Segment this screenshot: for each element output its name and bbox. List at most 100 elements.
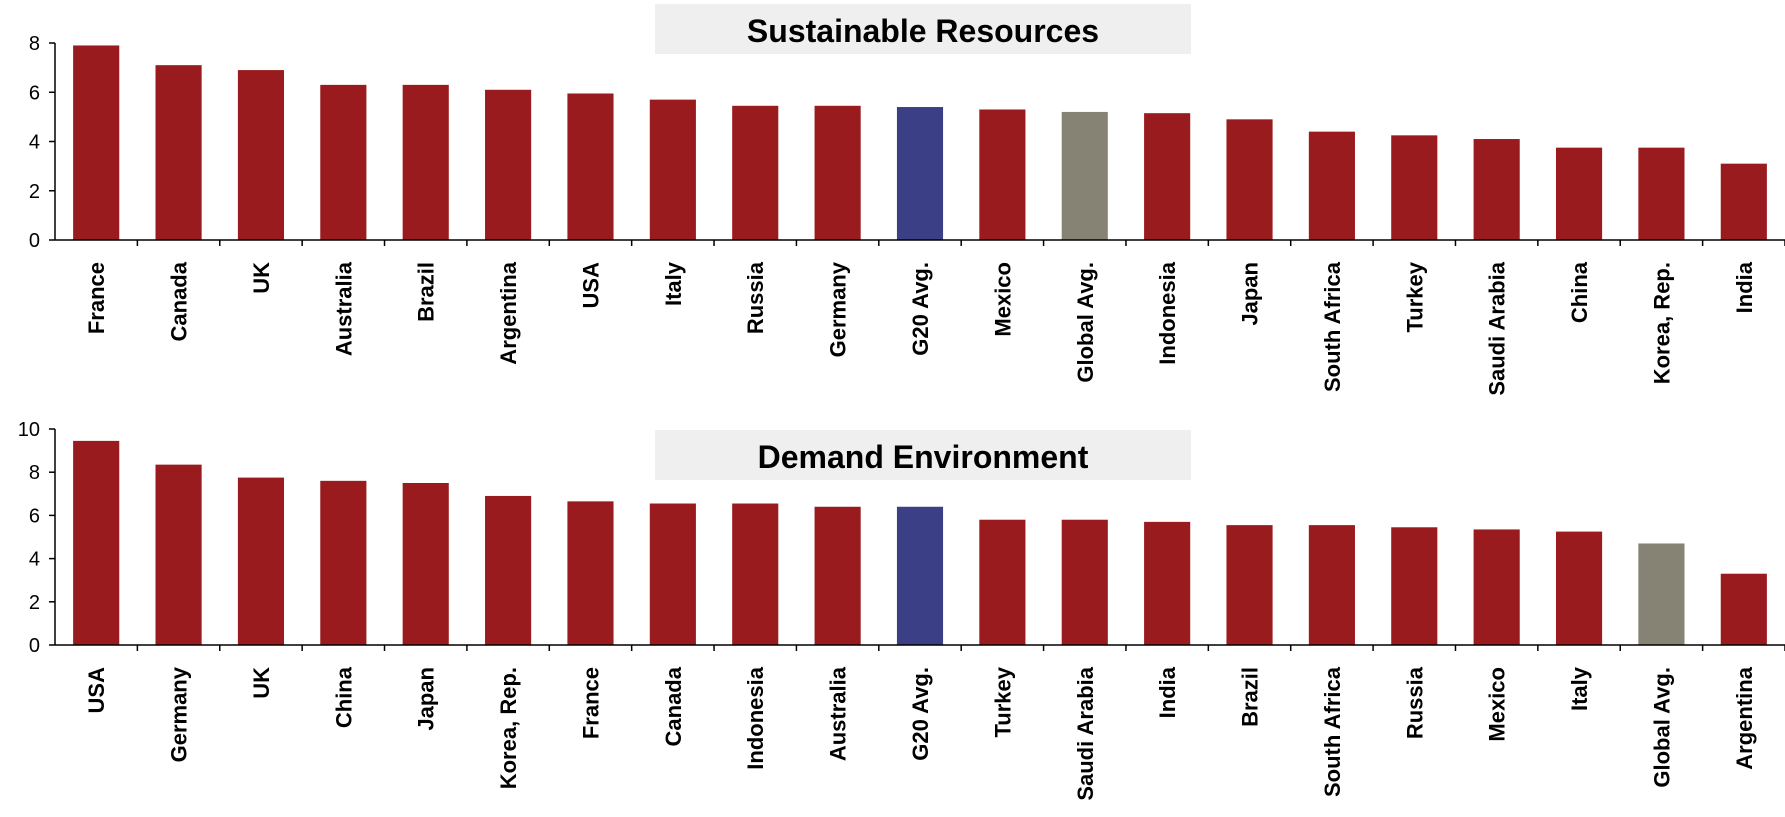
- x-tick-label: Japan: [414, 667, 439, 731]
- x-tick-label: Argentina: [1732, 666, 1757, 769]
- x-tick-label: UK: [249, 262, 274, 294]
- demand-environment-chart: Demand Environment 0 2 4 6 8 10 USA Germany UK Ch…: [18, 419, 1785, 801]
- bar: [1308, 525, 1355, 645]
- plot-area: 0 2 4 6 8 France Canada UK Australia Brazil Argent…: [29, 33, 1785, 396]
- x-tick-label: Korea, Rep.: [1649, 262, 1674, 384]
- y-tick-label: 2: [29, 592, 40, 614]
- bar: [896, 506, 944, 645]
- bar: [1555, 531, 1603, 645]
- x-tick-label: China: [331, 666, 356, 728]
- panel-title-box: [655, 430, 1191, 480]
- bar: [320, 84, 367, 240]
- bar: [649, 99, 696, 240]
- y-tick-label: 2: [29, 181, 40, 203]
- x-tick-label: Global Avg.: [1649, 667, 1674, 788]
- x-tick-label: Saudi Arabia: [1485, 261, 1510, 395]
- bar: [485, 495, 532, 645]
- bar: [320, 480, 367, 645]
- x-tick-label: Japan: [1238, 262, 1263, 326]
- bar: [1391, 527, 1438, 645]
- bar: [732, 105, 779, 240]
- sustainable-resources-chart: Sustainable Resources 0 2 4 6 8 France Canada U…: [29, 4, 1785, 396]
- x-tick-label: UK: [249, 667, 274, 699]
- y-tick-label: 10: [18, 419, 40, 441]
- bar: [567, 501, 614, 645]
- bar: [1720, 573, 1767, 645]
- x-tick-label: Germany: [826, 261, 851, 357]
- bar: [1226, 119, 1273, 240]
- bar: [1473, 139, 1520, 240]
- x-tick-label: Germany: [167, 666, 192, 762]
- bar: [237, 70, 285, 241]
- x-tick-label: Global Avg.: [1073, 262, 1098, 383]
- bar: [1638, 543, 1685, 645]
- bar: [1555, 147, 1603, 240]
- x-tick-label: Mexico: [990, 262, 1015, 337]
- bar: [73, 45, 120, 241]
- bar: [1226, 525, 1273, 645]
- x-tick-label: India: [1155, 666, 1180, 718]
- bar: [1638, 147, 1685, 240]
- x-tick-label: Russia: [1402, 666, 1427, 739]
- bar: [73, 440, 120, 645]
- x-tick-label: Indonesia: [743, 666, 768, 769]
- bar: [1061, 519, 1108, 645]
- panel-title-box: [655, 4, 1191, 54]
- bar: [732, 503, 779, 645]
- bar: [1473, 529, 1520, 645]
- x-tick-label: Canada: [661, 666, 686, 746]
- bar: [1391, 135, 1438, 240]
- bar: [1144, 113, 1191, 240]
- x-tick-label: USA: [84, 667, 109, 714]
- bar: [1308, 131, 1355, 240]
- x-tick-label: France: [84, 262, 109, 334]
- bar: [979, 109, 1026, 240]
- bar: [402, 483, 449, 645]
- panel-title: Demand Environment: [758, 439, 1089, 475]
- x-tick-label: Korea, Rep.: [496, 667, 521, 789]
- x-tick-label: USA: [578, 262, 603, 309]
- x-tick-label: China: [1567, 261, 1592, 323]
- x-tick-label: Italy: [661, 261, 686, 306]
- y-tick-label: 8: [29, 33, 40, 55]
- x-tick-label: G20 Avg.: [908, 262, 933, 356]
- bar: [896, 107, 944, 241]
- x-tick-label: Turkey: [990, 666, 1015, 737]
- x-tick-label: India: [1732, 261, 1757, 313]
- x-tick-label: Russia: [743, 261, 768, 334]
- x-tick-label: Indonesia: [1155, 261, 1180, 364]
- y-tick-label: 8: [29, 462, 40, 484]
- x-tick-label: G20 Avg.: [908, 667, 933, 761]
- bar: [155, 65, 202, 240]
- bar: [814, 105, 861, 240]
- x-tick-label: Brazil: [1238, 667, 1263, 727]
- bar: [649, 503, 696, 645]
- bar: [402, 84, 449, 240]
- panel-title: Sustainable Resources: [747, 13, 1099, 49]
- y-tick-label: 0: [29, 635, 40, 657]
- plot-area: 0 2 4 6 8 10 USA Germany UK China Japan Korea, Rep.…: [18, 419, 1785, 801]
- x-tick-label: Saudi Arabia: [1073, 666, 1098, 800]
- bar: [485, 89, 532, 240]
- x-tick-label: Brazil: [414, 262, 439, 322]
- x-tick-label: Mexico: [1485, 667, 1510, 742]
- bar: [155, 464, 202, 645]
- x-tick-label: France: [578, 667, 603, 739]
- x-tick-label: Italy: [1567, 666, 1592, 711]
- bar: [1061, 111, 1108, 240]
- y-tick-label: 0: [29, 230, 40, 252]
- x-tick-label: Australia: [331, 261, 356, 356]
- bar: [814, 506, 861, 645]
- x-tick-label: South Africa: [1320, 261, 1345, 392]
- y-tick-label: 4: [29, 132, 40, 154]
- bar: [979, 519, 1026, 645]
- y-tick-label: 6: [29, 82, 40, 104]
- x-tick-label: South Africa: [1320, 666, 1345, 797]
- x-tick-label: Turkey: [1402, 261, 1427, 332]
- x-tick-label: Argentina: [496, 261, 521, 364]
- y-tick-label: 6: [29, 505, 40, 527]
- bar: [1144, 521, 1191, 645]
- bar: [237, 477, 285, 645]
- bar: [1720, 163, 1767, 240]
